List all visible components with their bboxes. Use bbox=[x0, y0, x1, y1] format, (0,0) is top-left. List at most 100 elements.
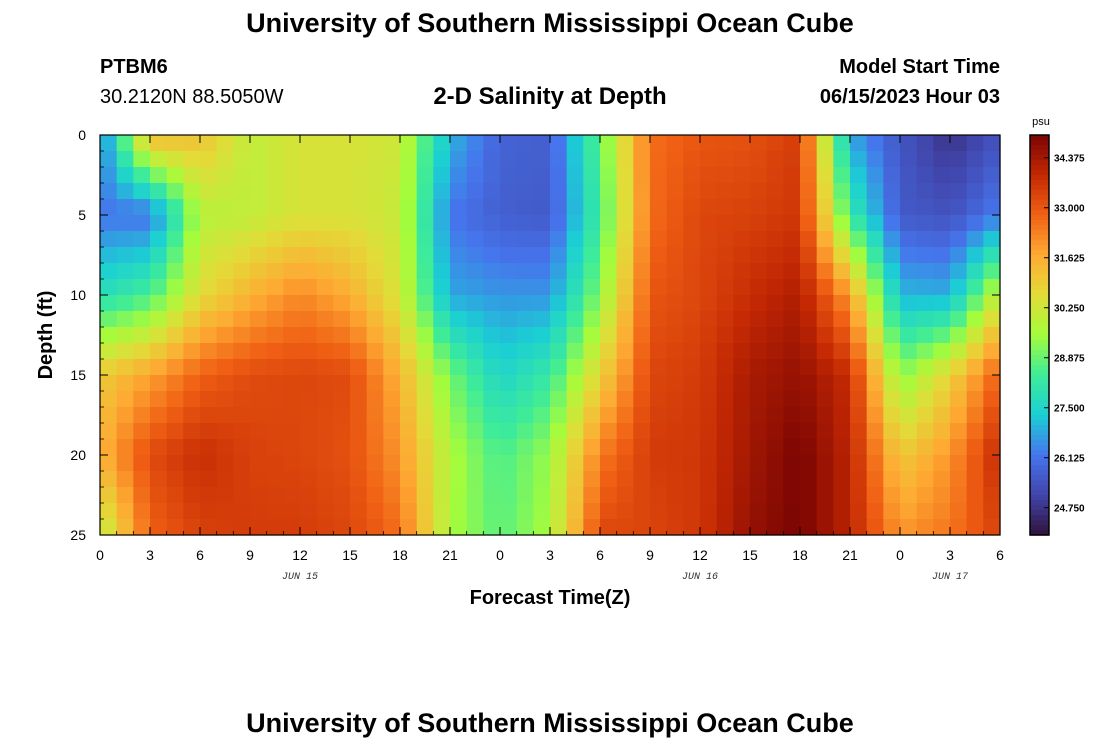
heatmap-cell bbox=[366, 471, 384, 488]
heatmap-cell bbox=[850, 503, 868, 520]
heatmap-cell bbox=[816, 215, 834, 232]
heatmap-cell bbox=[550, 167, 568, 184]
colorbar-band bbox=[1030, 365, 1049, 371]
heatmap-cell bbox=[666, 231, 684, 248]
heatmap-cell bbox=[350, 199, 368, 216]
heatmap-cell bbox=[533, 279, 551, 296]
heatmap-cell bbox=[183, 391, 201, 408]
heatmap-cell bbox=[966, 375, 984, 392]
heatmap-cell bbox=[933, 439, 951, 456]
heatmap-cell bbox=[133, 327, 151, 344]
heatmap-cell bbox=[383, 327, 401, 344]
heatmap-cell bbox=[866, 391, 884, 408]
colorbar-band bbox=[1030, 495, 1049, 501]
heatmap-cell bbox=[333, 471, 351, 488]
heatmap-cell bbox=[466, 247, 484, 264]
heatmap-cell bbox=[550, 503, 568, 520]
heatmap-cell bbox=[133, 359, 151, 376]
heatmap-cell bbox=[833, 279, 851, 296]
colorbar-tick-label: 31.625 bbox=[1054, 254, 1085, 265]
heatmap-cell bbox=[566, 279, 584, 296]
heatmap-cell bbox=[133, 487, 151, 504]
heatmap-cell bbox=[416, 471, 434, 488]
heatmap-cell bbox=[416, 503, 434, 520]
heatmap-cell bbox=[783, 311, 801, 328]
heatmap-cell bbox=[150, 231, 168, 248]
heatmap-cell bbox=[400, 343, 418, 360]
heatmap-cell bbox=[183, 375, 201, 392]
heatmap-cell bbox=[966, 519, 984, 536]
heatmap-cell bbox=[133, 199, 151, 216]
heatmap-cell bbox=[283, 519, 301, 536]
date-label: JUN 17 bbox=[932, 572, 968, 583]
heatmap-cell bbox=[216, 263, 234, 280]
heatmap-cell bbox=[116, 183, 134, 200]
heatmap-cell bbox=[833, 503, 851, 520]
heatmap-cell bbox=[283, 423, 301, 440]
heatmap-cell bbox=[283, 407, 301, 424]
heatmap-cell bbox=[766, 151, 784, 168]
heatmap-cell bbox=[850, 423, 868, 440]
heatmap-cell bbox=[850, 519, 868, 536]
heatmap-cell bbox=[466, 519, 484, 536]
heatmap-cell bbox=[533, 247, 551, 264]
heatmap-cell bbox=[616, 311, 634, 328]
heatmap-cell bbox=[916, 151, 934, 168]
colorbar-band bbox=[1030, 385, 1049, 391]
colorbar-band bbox=[1030, 340, 1049, 346]
heatmap-cell bbox=[616, 215, 634, 232]
colorbar-band bbox=[1030, 195, 1049, 201]
heatmap-cell bbox=[200, 487, 218, 504]
heatmap-cell bbox=[400, 455, 418, 472]
heatmap-cell bbox=[500, 487, 518, 504]
heatmap-cell bbox=[266, 295, 284, 312]
heatmap-cell bbox=[266, 359, 284, 376]
colorbar-band bbox=[1030, 305, 1049, 311]
heatmap-cell bbox=[800, 311, 818, 328]
heatmap-cell bbox=[283, 215, 301, 232]
heatmap-cell bbox=[750, 263, 768, 280]
heatmap-cell bbox=[900, 215, 918, 232]
heatmap-cell bbox=[983, 359, 1001, 376]
heatmap-cell bbox=[216, 375, 234, 392]
heatmap-cell bbox=[266, 407, 284, 424]
heatmap-cell bbox=[933, 343, 951, 360]
heatmap-cell bbox=[600, 439, 618, 456]
heatmap-cell bbox=[366, 375, 384, 392]
colorbar-band bbox=[1030, 485, 1049, 491]
heatmap-cell bbox=[450, 375, 468, 392]
heatmap-cell bbox=[383, 503, 401, 520]
heatmap-cell bbox=[600, 343, 618, 360]
heatmap-cell bbox=[383, 167, 401, 184]
heatmap-cell bbox=[716, 183, 734, 200]
heatmap-cell bbox=[783, 215, 801, 232]
colorbar-tick-label: 34.375 bbox=[1054, 154, 1085, 165]
heatmap-cell bbox=[300, 423, 318, 440]
heatmap-cell bbox=[733, 439, 751, 456]
heatmap-cell bbox=[266, 311, 284, 328]
heatmap-cell bbox=[716, 215, 734, 232]
heatmap-cell bbox=[350, 279, 368, 296]
heatmap-cell bbox=[500, 263, 518, 280]
heatmap-cell bbox=[816, 199, 834, 216]
heatmap-cell bbox=[466, 391, 484, 408]
heatmap-cell bbox=[250, 359, 268, 376]
heatmap-cell bbox=[216, 199, 234, 216]
heatmap-cell bbox=[366, 183, 384, 200]
heatmap-cell bbox=[633, 215, 651, 232]
heatmap-cell bbox=[450, 471, 468, 488]
heatmap-cell bbox=[716, 151, 734, 168]
heatmap-cell bbox=[866, 151, 884, 168]
heatmap-cell bbox=[100, 519, 118, 536]
heatmap-cell bbox=[600, 215, 618, 232]
heatmap-cell bbox=[983, 263, 1001, 280]
heatmap-cell bbox=[633, 375, 651, 392]
heatmap-cell bbox=[883, 327, 901, 344]
heatmap-cell bbox=[183, 151, 201, 168]
heatmap-cell bbox=[950, 151, 968, 168]
heatmap-cell bbox=[550, 279, 568, 296]
heatmap-cell bbox=[550, 343, 568, 360]
heatmap-cell bbox=[916, 295, 934, 312]
heatmap-cell bbox=[816, 327, 834, 344]
heatmap-cell bbox=[516, 375, 534, 392]
